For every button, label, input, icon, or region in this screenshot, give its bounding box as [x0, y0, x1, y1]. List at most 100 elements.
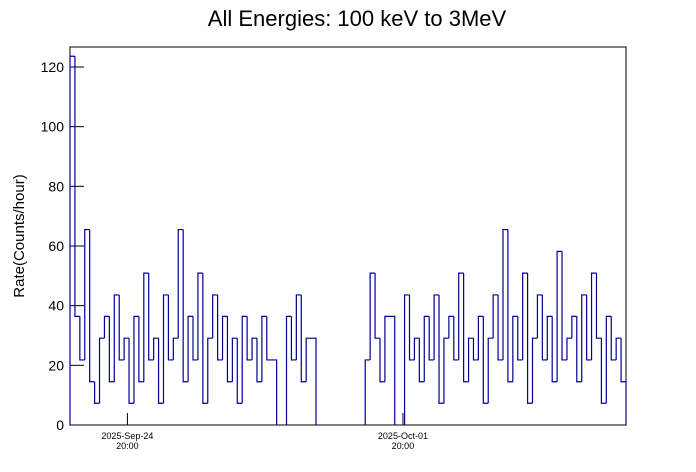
histogram-bin: [472, 338, 479, 361]
histogram-bin: [103, 315, 110, 339]
histogram-bin: [172, 337, 179, 360]
histogram-bin: [571, 315, 577, 339]
histogram-bin: [615, 337, 622, 360]
y-tick-label: 20: [48, 357, 64, 373]
histogram-bin: [202, 273, 208, 404]
histogram-bin: [143, 272, 149, 382]
histogram-bin: [118, 294, 125, 361]
histogram-bin: [576, 316, 582, 383]
y-tick-label: 80: [48, 178, 64, 194]
histogram-bin: [502, 228, 508, 360]
histogram-bin: [69, 55, 75, 425]
histogram-bin: [443, 337, 449, 404]
histogram-bin: [123, 337, 130, 360]
histogram-bin: [551, 316, 558, 383]
histogram-bin: [217, 294, 223, 361]
histogram-bin: [541, 294, 548, 361]
histogram-bin: [84, 228, 90, 360]
histogram-bin: [113, 294, 120, 382]
histogram-bin: [526, 273, 533, 404]
histogram-bin: [236, 338, 243, 404]
y-tick-label: 40: [48, 298, 64, 314]
histogram-bin: [162, 294, 169, 404]
y-tick-label: 60: [48, 238, 64, 254]
histogram-bin: [369, 272, 376, 360]
histogram-bin: [438, 294, 444, 404]
histogram-bin: [261, 315, 267, 382]
histogram-bin: [138, 316, 144, 383]
x-tick-label: 2025-Sep-24 20:00: [101, 431, 154, 451]
histogram-bin: [556, 250, 563, 382]
histogram-bin: [448, 315, 454, 339]
histogram-bin: [610, 316, 617, 361]
histogram-bin: [187, 315, 194, 382]
histogram-bin: [192, 316, 198, 361]
histogram-bin: [133, 315, 139, 404]
histogram-bin: [290, 316, 297, 361]
histogram-bin: [531, 337, 538, 404]
histogram-bin: [226, 316, 233, 383]
histogram-bin: [546, 315, 553, 360]
y-tick-label: 0: [56, 417, 64, 433]
histogram-bin: [507, 229, 513, 383]
histogram-bin: [295, 294, 302, 360]
histogram-bin: [379, 338, 385, 383]
histogram-bin: [241, 315, 248, 404]
histogram-bin: [492, 294, 499, 339]
histogram-bin: [89, 229, 95, 383]
y-tick-label: 120: [41, 59, 65, 75]
histogram-bin: [517, 316, 523, 361]
histogram-bin: [177, 228, 184, 339]
histogram-bin: [497, 294, 503, 361]
histogram-bin: [74, 56, 80, 318]
histogram-bin: [561, 251, 567, 361]
histogram-bin: [246, 316, 253, 361]
histogram-bin: [182, 229, 189, 383]
y-axis-label: Rate(Counts/hour): [11, 174, 28, 297]
histogram-bin: [590, 272, 597, 360]
histogram-bin: [364, 359, 371, 425]
histogram-bin: [148, 273, 154, 361]
histogram-bin: [595, 273, 602, 339]
y-tick-label: 100: [41, 119, 65, 135]
histogram-bin: [467, 337, 474, 382]
histogram-bin: [128, 338, 134, 404]
histogram-bin: [108, 316, 115, 383]
histogram-bin: [285, 315, 292, 425]
histogram-bin: [620, 338, 627, 425]
histogram-bin: [231, 337, 238, 382]
histogram-bin: [374, 273, 380, 339]
histogram-bin: [157, 338, 164, 404]
histogram-bin: [512, 315, 518, 382]
chart-title: All Energies: 100 keV to 3MeV: [208, 6, 507, 31]
histogram-bin: [482, 316, 489, 404]
histogram-bin: [266, 316, 278, 425]
histogram-bin: [600, 338, 607, 404]
histogram-bin: [221, 315, 228, 360]
histogram-bin: [384, 315, 396, 425]
histogram-bin: [403, 294, 410, 425]
histogram-bin: [212, 294, 218, 339]
histogram-bin: [458, 272, 464, 360]
histogram-bin: [463, 273, 469, 383]
histogram-bin: [305, 337, 317, 425]
histogram-bin: [79, 316, 85, 361]
plot-frame: [69, 46, 627, 426]
histogram-bin: [522, 272, 528, 360]
histogram-bin: [167, 294, 174, 361]
histogram-bin: [256, 338, 262, 383]
histogram-bin: [300, 294, 307, 383]
histogram-bin: [566, 337, 572, 360]
histogram-bin: [153, 337, 159, 360]
histogram-bin: [423, 315, 430, 382]
histogram-bin: [413, 337, 420, 360]
histogram-bin: [408, 294, 415, 361]
histogram-bin: [433, 294, 440, 360]
histogram-bin: [605, 315, 612, 404]
histogram-bin: [428, 316, 435, 361]
histogram-bin: [487, 337, 494, 404]
histogram-bin: [197, 272, 203, 360]
histogram-bin: [418, 338, 425, 383]
histogram-bin: [581, 294, 587, 382]
